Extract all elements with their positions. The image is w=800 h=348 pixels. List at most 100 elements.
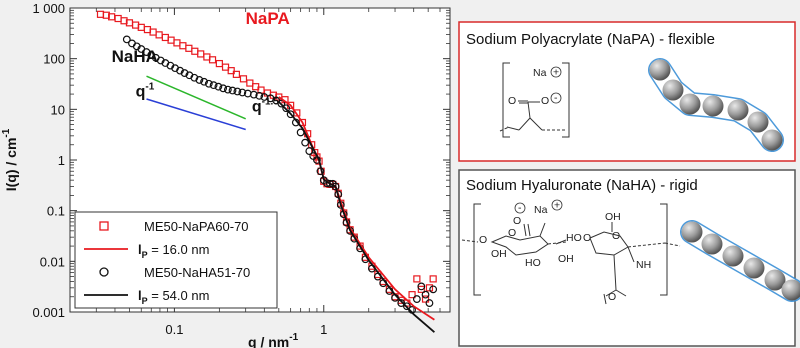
napa-data-point	[425, 284, 434, 292]
annotation-q: q-1	[136, 81, 155, 100]
napa-data-point	[246, 79, 254, 87]
naha-data-point	[282, 104, 291, 113]
napa-data-point	[417, 285, 425, 293]
polymer-bead	[727, 99, 749, 121]
napa-cation-ring	[550, 66, 562, 78]
polymer-bead	[679, 93, 701, 115]
legend-box	[74, 211, 278, 309]
napa-oxygen-2: O	[541, 95, 549, 107]
model-fit-line	[278, 101, 435, 333]
naha-data-point	[425, 299, 434, 307]
polymer-bead	[702, 95, 724, 117]
napa-data-point	[208, 56, 217, 64]
naha-atom-12: O	[608, 291, 616, 303]
polymer-bead	[649, 59, 671, 81]
naha-atom-8: O	[583, 232, 591, 244]
polymer-bead	[761, 129, 783, 151]
naha-atom-10: OH	[558, 253, 574, 265]
naha-atom-1: O	[513, 215, 521, 227]
napa-sodium: Na	[533, 67, 547, 79]
y-tick-label: 1 000	[32, 1, 65, 16]
naha-data-point	[305, 147, 314, 155]
naha-cation-sign: +	[554, 200, 560, 212]
naha-data-point	[209, 81, 218, 90]
naha-data-point	[301, 138, 310, 147]
naha-cation-ring	[551, 199, 563, 211]
naha-data-point	[402, 302, 411, 311]
napa-anion-sign: -	[554, 92, 558, 104]
napa-bonds	[506, 100, 543, 131]
naha-anion-ring	[514, 202, 526, 214]
y-tick-label: 100	[43, 52, 65, 67]
naha-atom-2: OH	[605, 211, 621, 223]
napa-data-point	[232, 70, 240, 78]
naha-data-point	[255, 91, 264, 100]
naha-data-point	[176, 66, 184, 75]
napa-chain-dash	[499, 126, 566, 132]
naha-atom-6: OH	[491, 248, 507, 260]
x-axis-label: q / nm-1	[248, 332, 299, 348]
naha-data-point	[195, 76, 204, 84]
naha-data-point	[417, 282, 426, 291]
naha-data-point	[204, 79, 213, 88]
legend: ME50-NaPA60-70 lP = 16.0 nm ME50-NaHA51-70…	[74, 211, 278, 309]
y-tick-label: 10	[51, 102, 65, 117]
naha-data-point	[200, 77, 208, 86]
x-tick-label: 0.1	[165, 322, 183, 337]
napa-bracket-left	[502, 62, 510, 138]
naha-data-point	[223, 85, 232, 94]
napa-cation-sign: +	[553, 67, 559, 79]
naha-data-point	[122, 35, 131, 44]
legend-label: lP = 54.0 nm	[138, 288, 209, 306]
naha-panel-title: Sodium Hyaluronate (NaHA) - rigid	[466, 177, 698, 194]
legend-circle-marker	[99, 267, 109, 277]
naha-data-point	[286, 110, 295, 119]
naha-data-point	[397, 299, 406, 307]
napa-bracket-right	[562, 62, 570, 138]
naha-atom-5: O	[508, 227, 516, 239]
polymer-bead	[781, 279, 800, 301]
naha-data-point	[180, 69, 189, 77]
napa-data-point	[227, 67, 235, 75]
napa-data-point	[102, 11, 110, 19]
napa-data-point	[239, 75, 248, 83]
legend-label: lP = 16.0 nm	[138, 242, 209, 260]
naha-data-point	[249, 90, 258, 99]
naha-data-point	[421, 290, 430, 299]
naha-anion-sign: -	[518, 202, 522, 214]
naha-bead-chain	[680, 220, 800, 302]
naha-bracket-left	[473, 203, 481, 296]
naha-data-point	[277, 99, 286, 108]
naha-bracket-right	[660, 203, 668, 296]
y-tick-label: 1	[58, 153, 65, 168]
napa-oxygen-1: O	[508, 95, 516, 107]
naha-data-point	[238, 88, 247, 97]
napa-anion-ring	[550, 92, 562, 104]
naha-data-point	[190, 73, 199, 82]
naha-sodium: Na	[534, 204, 548, 216]
x-tick-label: 1	[320, 322, 327, 337]
annotation-naha: NaHA	[112, 47, 158, 66]
naha-atom-9: O	[612, 230, 620, 242]
napa-bead-chain	[648, 58, 784, 152]
y-axis-label: I(q) / cm-1	[1, 128, 19, 191]
naha-atom-11: NH	[636, 259, 651, 271]
naha-data-point	[228, 86, 237, 95]
polymer-bead	[747, 111, 769, 133]
legend-label: ME50-NaPA60-70	[144, 219, 249, 234]
y-tick-label: 0.01	[40, 254, 65, 269]
y-tick-label: 0.001	[32, 305, 65, 320]
naha-data-point	[412, 295, 421, 303]
annotation-q: q-1.5	[252, 97, 279, 116]
polymer-bead	[701, 233, 723, 255]
annotation-napa: NaPA	[246, 9, 290, 28]
naha-atom-3: O	[479, 234, 487, 246]
power-law-guide-line	[146, 98, 246, 131]
y-tick-label: 0.1	[47, 204, 65, 219]
naha-panel: Sodium Hyaluronate (NaHA) - rigid Na + -…	[458, 169, 800, 347]
napa-data-point	[421, 295, 430, 303]
napa-data-point	[429, 275, 437, 283]
polymer-bead	[662, 79, 684, 101]
legend-square-marker	[99, 221, 109, 231]
napa-panel-title: Sodium Polyacrylate (NaPA) - flexible	[466, 31, 715, 48]
